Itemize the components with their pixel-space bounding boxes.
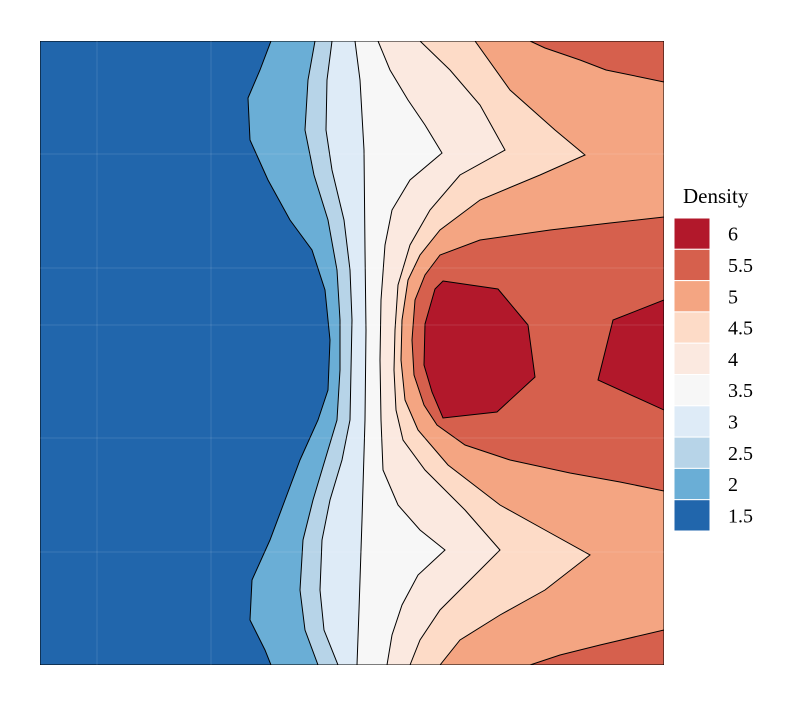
- legend-label-1-5: 1.5: [728, 505, 753, 527]
- legend-label-4-5: 4.5: [728, 318, 753, 340]
- legend-swatch-1-5: [673, 499, 711, 532]
- legend-swatch-3: [673, 405, 711, 438]
- legend-label-6: 6: [728, 224, 738, 246]
- legend-swatch-2-5: [673, 436, 711, 469]
- contour-fill-level-1-5: [40, 41, 331, 665]
- legend-keys: 6 5.5 5 4.5 4 3.5 3 2.5 2 1.5: [673, 217, 753, 532]
- legend-label-2: 2: [728, 474, 738, 496]
- legend-swatch-3-5: [673, 374, 711, 407]
- legend-swatch-5: [673, 280, 711, 313]
- legend-label-2-5: 2.5: [728, 443, 753, 465]
- legend-swatch-4-5: [673, 311, 711, 344]
- legend-label-3: 3: [728, 411, 738, 433]
- legend-label-3-5: 3.5: [728, 380, 753, 402]
- legend-swatch-6: [673, 217, 711, 250]
- legend-swatch-4: [673, 342, 711, 376]
- legend-label-4: 4: [728, 349, 738, 371]
- legend-swatch-5-5: [673, 248, 711, 282]
- legend-title: Density: [683, 184, 749, 208]
- legend: Density 6 5.5 5 4.5 4 3.5 3 2.5 2 1.5: [673, 184, 753, 532]
- legend-label-5: 5: [728, 286, 738, 308]
- legend-swatch-2: [673, 467, 711, 501]
- plot-area: [40, 41, 664, 665]
- legend-label-5-5: 5.5: [728, 255, 753, 277]
- grid-lines: [40, 41, 664, 665]
